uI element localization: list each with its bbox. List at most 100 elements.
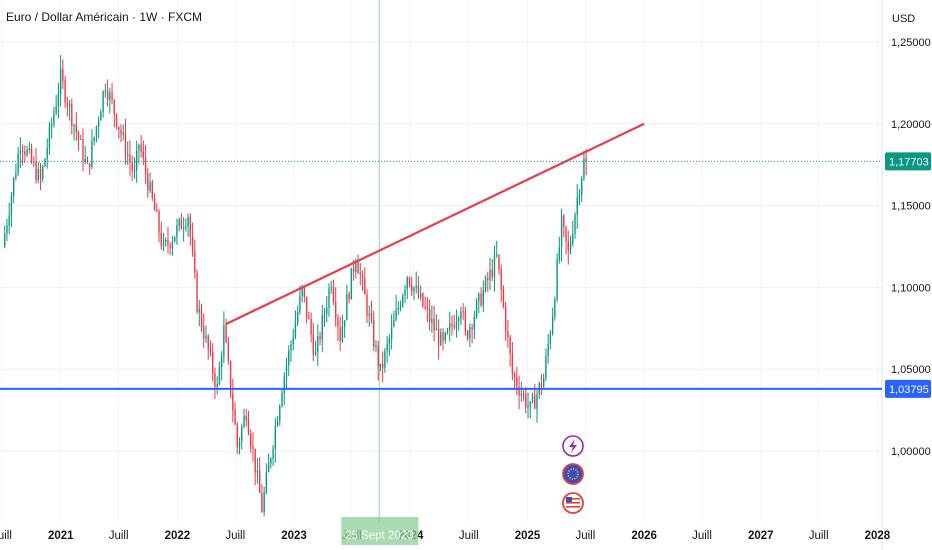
candle [317, 324, 319, 366]
us-flag-icon[interactable] [562, 492, 584, 514]
candle [80, 135, 82, 141]
candle [502, 285, 505, 309]
last-price-badge: 1,17703 [885, 152, 931, 171]
candle [57, 82, 60, 119]
candle [189, 213, 192, 246]
candle [460, 306, 462, 326]
candle [167, 226, 169, 254]
candle [288, 345, 290, 377]
eu-flag-icon[interactable] [562, 463, 584, 485]
candle [153, 193, 156, 211]
candle [545, 348, 547, 382]
candle [366, 289, 368, 323]
candle [393, 310, 395, 328]
candle [77, 130, 80, 152]
candle [265, 463, 268, 495]
candle [417, 276, 420, 299]
candle [419, 285, 422, 301]
candle [558, 236, 561, 264]
candle [59, 55, 62, 107]
candle [156, 202, 158, 213]
candle [64, 76, 66, 108]
candle [576, 183, 578, 229]
candle [310, 312, 312, 343]
candle [435, 314, 438, 331]
candle [30, 143, 33, 164]
time-axis[interactable]: Juill2021Juill2022Juill2023Juill2024Juil… [0, 517, 891, 545]
candle [194, 239, 196, 279]
lightning-icon[interactable] [562, 435, 584, 457]
trendline[interactable] [225, 122, 645, 326]
candle [191, 222, 194, 257]
candle [341, 314, 344, 343]
candle [89, 162, 91, 175]
candle [196, 269, 198, 314]
candle [359, 262, 361, 286]
y-tick-label: 1,05000 [891, 364, 931, 376]
candle [241, 423, 243, 450]
candle [263, 486, 265, 517]
candle [39, 162, 42, 191]
candle [15, 163, 17, 181]
price-axis[interactable]: USD 1,25000 1,20000 1,15000 1,10000 1,05000 1… [891, 13, 931, 458]
candle [482, 280, 484, 313]
candle [585, 148, 587, 176]
candle [395, 294, 397, 322]
candle [53, 106, 55, 128]
candle [82, 128, 84, 172]
x-tick-label: Juill [225, 530, 245, 542]
x-tick-label: 2027 [748, 530, 774, 542]
candle [337, 314, 339, 342]
candle [547, 333, 549, 364]
candle [48, 121, 51, 155]
candle [97, 116, 100, 139]
candle [411, 276, 413, 297]
candle [111, 83, 113, 105]
candle [522, 390, 525, 401]
candle [426, 297, 429, 322]
candle [37, 161, 39, 184]
candle [270, 456, 272, 469]
candle [433, 305, 435, 342]
candle [182, 216, 185, 242]
candle [569, 235, 572, 255]
candle [458, 315, 460, 331]
candle [330, 280, 332, 295]
candle [581, 176, 583, 203]
candle [534, 383, 536, 410]
candle [321, 305, 323, 353]
crosshair-date-badge: 25 Sept 2023 [341, 517, 419, 545]
candle [449, 311, 451, 342]
price-levels [0, 122, 882, 390]
candle [314, 340, 317, 356]
candle [44, 157, 46, 168]
candle [572, 221, 574, 247]
event-markers[interactable] [562, 435, 584, 514]
candle [489, 257, 491, 291]
candle [127, 141, 129, 165]
candle [254, 448, 256, 486]
candle [531, 392, 534, 404]
candle [326, 295, 328, 323]
candle [245, 408, 247, 427]
candle [462, 303, 464, 320]
x-tick-label: 2022 [165, 530, 191, 542]
candle [50, 117, 53, 139]
candle [62, 59, 64, 89]
candle [216, 376, 218, 395]
candle [236, 422, 238, 454]
candle [281, 388, 283, 408]
candle [4, 225, 6, 249]
candle [46, 138, 48, 169]
candle [386, 335, 388, 363]
candle [373, 310, 375, 352]
candle [368, 305, 370, 327]
candle [350, 268, 353, 300]
candle [104, 83, 107, 98]
candle [574, 211, 576, 239]
candle [149, 172, 151, 194]
candle [335, 287, 337, 327]
candle [431, 305, 433, 333]
